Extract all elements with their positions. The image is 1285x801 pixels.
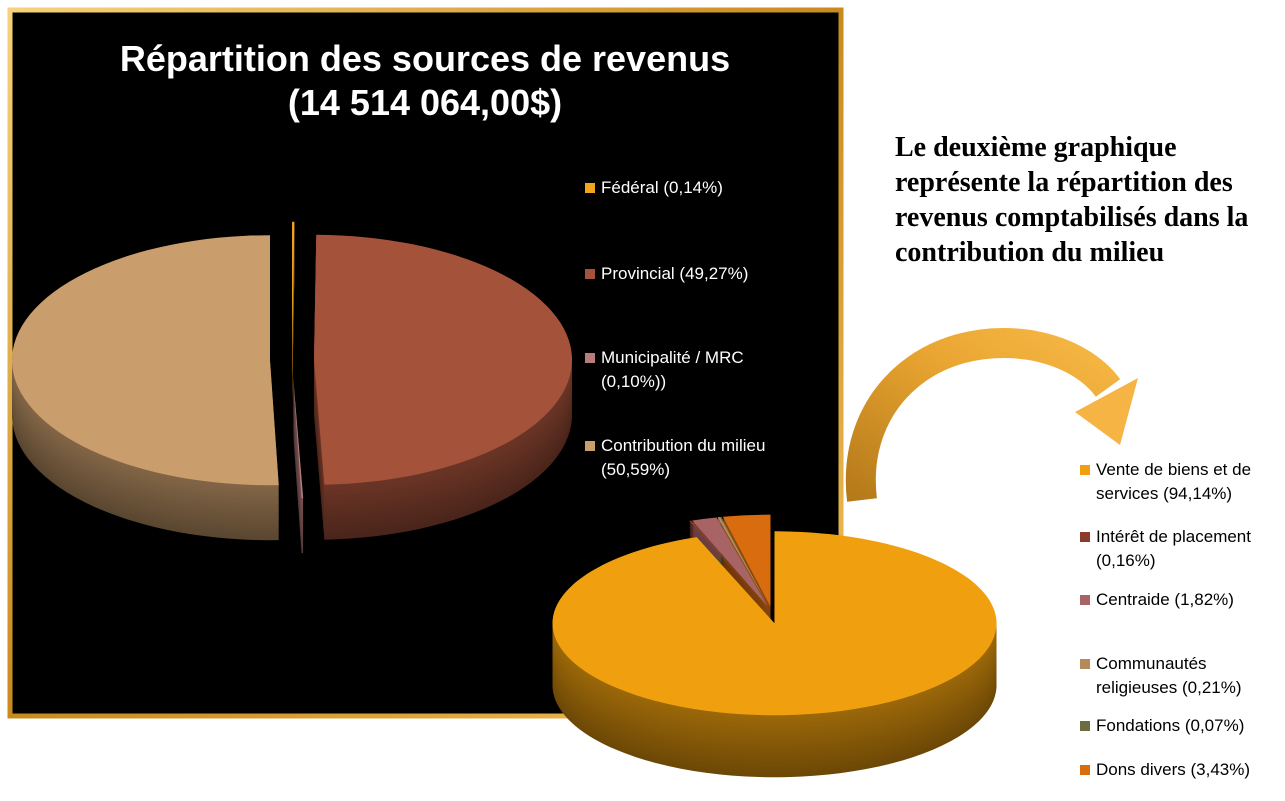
- legend-entry: Dons divers (3,43%): [1080, 758, 1285, 782]
- slice: [720, 516, 769, 607]
- chart-title: Répartition des sources de revenus: [119, 38, 731, 79]
- legend-label: Centraide (1,82%): [1096, 590, 1234, 609]
- slice: [12, 235, 279, 486]
- legend-entry: Provincial (49,27%): [585, 262, 806, 286]
- legend-swatch: [1080, 765, 1090, 775]
- legend-swatch: [585, 353, 595, 363]
- legend-entry: Fédéral (0,14%): [585, 176, 806, 200]
- legend-label: Fédéral (0,14%): [601, 178, 723, 197]
- legend-entry: Contribution du milieu (50,59%): [585, 434, 806, 482]
- legend-label: Intérêt de placement (0,16%): [1096, 527, 1251, 570]
- slice: [292, 373, 304, 499]
- annotation: revenus comptabilisés dans la: [895, 202, 1249, 233]
- legend-label: Contribution du milieu (50,59%): [601, 436, 766, 479]
- chart-title: (14 514 064,00$): [287, 82, 563, 123]
- slice: [313, 234, 572, 485]
- legend-label: Fondations (0,07%): [1096, 716, 1245, 735]
- slice: [689, 520, 768, 608]
- legend-entry: Municipalité / MRC (0,10%)): [585, 346, 806, 394]
- legend-swatch: [585, 183, 595, 193]
- legend-label: Provincial (49,27%): [601, 264, 749, 283]
- slice: [292, 221, 295, 347]
- legend-label: Dons divers (3,43%): [1096, 760, 1251, 779]
- legend-label: Municipalité / MRC (0,10%)): [601, 348, 744, 391]
- slice: [717, 517, 769, 607]
- slice: [552, 531, 997, 716]
- legend-swatch: [585, 269, 595, 279]
- slice: [722, 514, 771, 607]
- legend-swatch: [1080, 659, 1090, 669]
- legend-entry: Centraide (1,82%): [1080, 588, 1285, 612]
- annotation: contribution du milieu: [895, 237, 1165, 268]
- legend-entry: Vente de biens et de services (94,14%): [1080, 458, 1285, 506]
- legend-label: Vente de biens et de services (94,14%): [1096, 460, 1252, 503]
- legend-entry: Communautés religieuses (0,21%): [1080, 652, 1285, 700]
- annotation: représente la répartition des: [895, 167, 1233, 198]
- arrow-head: [1075, 378, 1138, 445]
- legend-swatch: [585, 441, 595, 451]
- annotation: Le deuxième graphique: [895, 132, 1177, 163]
- legend-swatch: [1080, 465, 1090, 475]
- legend-swatch: [1080, 595, 1090, 605]
- legend-label: Communautés religieuses (0,21%): [1096, 654, 1242, 697]
- arrow: [845, 328, 1121, 502]
- legend-swatch: [1080, 721, 1090, 731]
- legend-entry: Intérêt de placement (0,16%): [1080, 525, 1285, 573]
- slice: [692, 517, 768, 607]
- legend-entry: Fondations (0,07%): [1080, 714, 1285, 738]
- legend-swatch: [1080, 532, 1090, 542]
